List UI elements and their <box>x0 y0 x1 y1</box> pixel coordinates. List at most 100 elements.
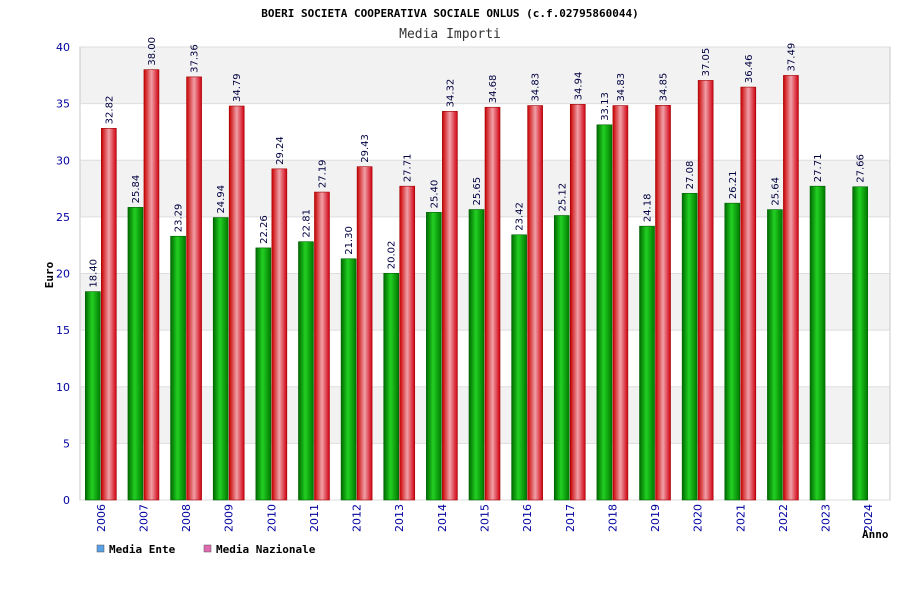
bar-value-label: 21.30 <box>344 226 355 255</box>
bar-value-label: 25.65 <box>472 177 483 206</box>
x-tick-label: 2007 <box>137 504 150 532</box>
bar-value-label: 25.64 <box>770 177 781 206</box>
bar-value-label: 22.26 <box>259 215 270 244</box>
bar-media-ente <box>767 209 783 501</box>
bar-media-nazionale <box>740 86 757 501</box>
bar-value-label: 25.84 <box>131 175 142 204</box>
x-tick-label: 2009 <box>223 504 236 532</box>
bar-media-ente <box>596 124 613 501</box>
bar-value-label: 29.24 <box>275 136 286 165</box>
bar-media-nazionale <box>442 111 458 501</box>
bar-media-nazionale <box>484 106 501 501</box>
x-tick-label: 2016 <box>521 504 534 532</box>
bars: 18.40 32.82 25.84 38.00 23.29 37.36 24.94 34.79… <box>85 37 868 501</box>
bar-media-nazionale <box>228 105 245 501</box>
bar-media-nazionale <box>527 105 543 501</box>
x-axis-label: Anno <box>862 528 889 541</box>
y-tick-label: 30 <box>56 154 70 167</box>
x-tick-label: 2010 <box>265 504 278 532</box>
bar-value-label: 34.83 <box>616 73 627 102</box>
bar-value-label: 34.32 <box>445 79 456 108</box>
bar-value-label: 23.29 <box>174 204 185 233</box>
bar-value-label: 25.12 <box>557 183 568 212</box>
bar-media-ente <box>681 193 698 501</box>
bar-value-label: 20.02 <box>387 241 398 270</box>
x-tick-label: 2022 <box>777 504 790 532</box>
y-tick-label: 25 <box>56 211 70 224</box>
bar-media-ente <box>85 291 101 501</box>
bar-media-ente <box>255 247 272 501</box>
y-axis-label: Euro <box>43 261 56 288</box>
bar-value-label: 25.40 <box>429 180 440 209</box>
bar-value-label: 32.82 <box>104 96 115 125</box>
bar-value-label: 37.05 <box>701 48 712 77</box>
y-tick-label: 0 <box>63 494 70 507</box>
x-tick-label: 2014 <box>436 504 449 532</box>
bar-media-ente <box>298 241 314 501</box>
bar-media-nazionale <box>612 105 629 501</box>
x-tick-label: 2024 <box>862 504 875 532</box>
bar-value-label: 23.42 <box>515 202 526 231</box>
bar-value-label: 27.66 <box>856 154 867 183</box>
bar-value-label: 27.71 <box>403 154 414 183</box>
bar-value-label: 18.40 <box>88 259 99 288</box>
bar-media-ente <box>852 186 868 501</box>
x-tick-label: 2017 <box>564 504 577 532</box>
bar-media-nazionale <box>271 168 288 501</box>
bar-media-nazionale <box>655 105 671 501</box>
bar-value-label: 24.94 <box>216 185 227 214</box>
bar-value-label: 27.08 <box>685 161 696 190</box>
y-tick-label: 40 <box>56 41 70 54</box>
x-tick-label: 2015 <box>479 504 492 532</box>
bar-value-label: 34.68 <box>488 75 499 104</box>
bar-media-ente <box>340 258 357 501</box>
bar-media-nazionale <box>143 69 160 501</box>
x-tick-label: 2020 <box>692 504 705 532</box>
x-tick-label: 2013 <box>393 504 406 532</box>
bar-media-ente <box>809 185 826 501</box>
bar-media-nazionale <box>356 166 373 501</box>
bar-value-label: 22.81 <box>301 209 312 238</box>
x-tick-label: 2008 <box>180 504 193 532</box>
x-tick-label: 2018 <box>606 504 619 532</box>
bar-value-label: 34.85 <box>659 73 670 102</box>
bar-value-label: 26.21 <box>728 171 739 200</box>
y-tick-label: 5 <box>63 437 70 450</box>
bar-media-ente <box>127 207 144 501</box>
bar-media-ente <box>511 234 527 501</box>
legend-label: Media Nazionale <box>216 543 316 556</box>
x-axis-ticks: 2006 2007 2008 2009 2010 2011 2012 2013 2014 2015… <box>95 504 875 532</box>
x-tick-label: 2019 <box>649 504 662 532</box>
bar-media-nazionale <box>186 76 202 501</box>
chart-title: BOERI SOCIETA COOPERATIVA SOCIALE ONLUS … <box>261 7 639 20</box>
bar-value-label: 34.83 <box>531 73 542 102</box>
bar-media-ente <box>639 225 655 501</box>
bar-value-label: 37.49 <box>786 43 797 72</box>
bar-value-label: 33.13 <box>600 92 611 121</box>
bar-value-label: 27.71 <box>813 154 824 183</box>
x-tick-label: 2021 <box>734 504 747 532</box>
bar-media-ente <box>724 202 741 501</box>
bar-media-nazionale <box>101 128 117 501</box>
bar-value-label: 36.46 <box>744 54 755 83</box>
y-tick-label: 20 <box>56 268 70 281</box>
legend-swatch <box>203 544 212 553</box>
bar-value-label: 38.00 <box>147 37 158 66</box>
x-tick-label: 2011 <box>308 504 321 532</box>
y-tick-label: 35 <box>56 98 70 111</box>
x-tick-label: 2006 <box>95 504 108 532</box>
bar-value-label: 24.18 <box>643 194 654 223</box>
legend: Media Ente Media Nazionale <box>96 543 316 556</box>
y-tick-label: 10 <box>56 381 70 394</box>
x-tick-label: 2023 <box>820 504 833 532</box>
bar-media-ente <box>212 217 229 501</box>
bar-value-label: 27.19 <box>317 159 328 188</box>
bar-media-ente <box>553 215 570 501</box>
bar-media-ente <box>468 209 485 501</box>
bar-media-ente <box>383 272 400 501</box>
bar-media-ente <box>170 235 186 501</box>
y-tick-label: 15 <box>56 324 70 337</box>
bar-value-label: 34.79 <box>232 73 243 102</box>
bar-media-nazionale <box>697 80 714 501</box>
